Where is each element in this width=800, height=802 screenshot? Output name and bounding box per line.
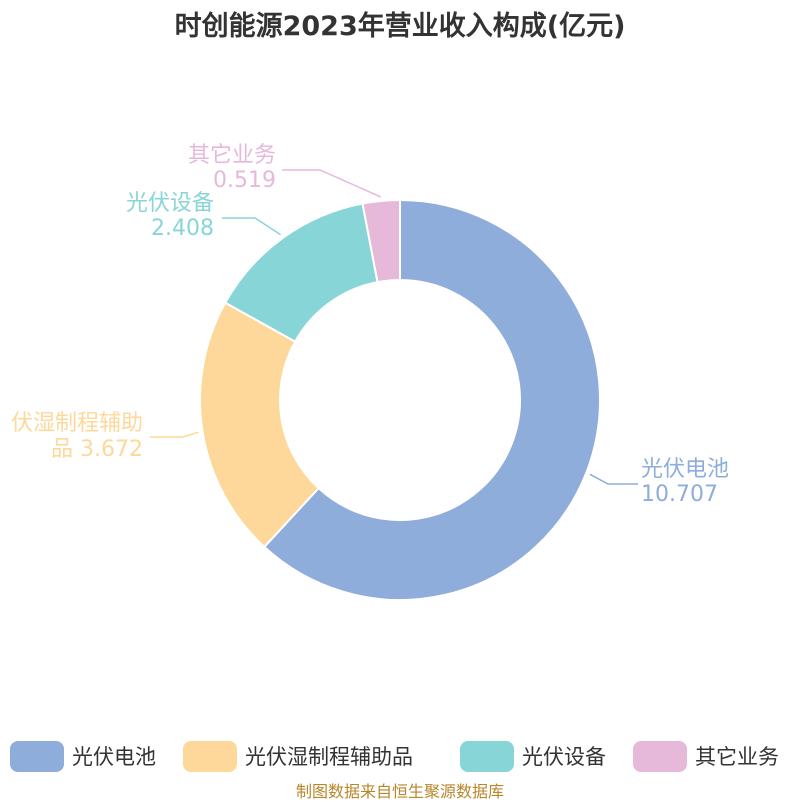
data-label-wet-process-value: 品 3.672 — [51, 437, 143, 462]
legend-label-equipment: 光伏设备 — [522, 745, 606, 769]
data-label-solar-cell-value: 10.707 — [641, 482, 718, 507]
legend-label-solar-cell: 光伏电池 — [72, 745, 156, 769]
slice-other[interactable] — [361, 198, 401, 284]
slice-solar-cell[interactable] — [262, 198, 601, 601]
legend-swatch-solar-cell — [10, 740, 64, 772]
legend-swatch-other — [633, 740, 687, 772]
data-label-equipment-name: 光伏设备 — [126, 191, 214, 216]
data-label-other-name: 其它业务 — [188, 143, 276, 168]
leader-line-solar-cell — [589, 473, 638, 485]
data-label-other-value: 0.519 — [213, 168, 276, 193]
legend-swatch-wet-process — [183, 740, 237, 772]
legend-item-equipment[interactable]: 光伏设备 — [460, 738, 606, 774]
chart-title: 时创能源2023年营业收入构成(亿元) — [174, 11, 626, 42]
legend-label-other: 其它业务 — [695, 745, 779, 769]
data-label-equipment-value: 2.408 — [151, 216, 214, 241]
legend-item-wet-process[interactable]: 光伏湿制程辅助品 — [183, 738, 413, 774]
legend-item-solar-cell[interactable]: 光伏电池 — [10, 738, 156, 774]
data-label-solar-cell-name: 光伏电池 — [641, 457, 729, 482]
legend-swatch-equipment — [460, 740, 514, 772]
legend-item-other[interactable]: 其它业务 — [633, 738, 779, 774]
leader-line-wet-process — [150, 431, 199, 438]
data-label-wet-process-name: 伏湿制程辅助 — [11, 411, 143, 436]
slice-wet-process[interactable] — [199, 301, 320, 549]
leader-line-other — [282, 169, 382, 198]
leader-line-equipment — [222, 217, 281, 236]
legend-label-wet-process: 光伏湿制程辅助品 — [245, 745, 413, 769]
source-note: 制图数据来自恒生聚源数据库 — [295, 782, 504, 801]
legend: 光伏电池 光伏湿制程辅助品 光伏设备 其它业务 — [0, 738, 800, 774]
